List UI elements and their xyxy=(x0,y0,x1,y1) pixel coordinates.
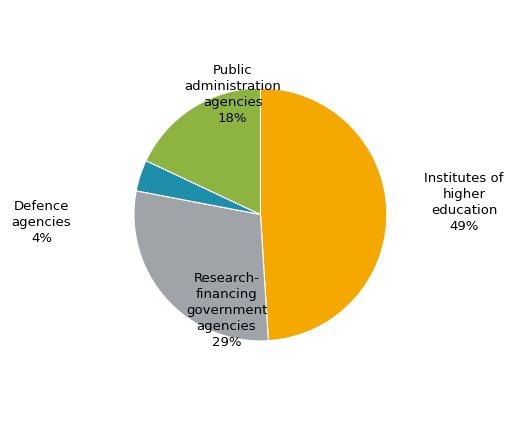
Wedge shape xyxy=(260,88,387,341)
Text: Defence
agencies
4%: Defence agencies 4% xyxy=(12,200,71,245)
Wedge shape xyxy=(136,161,260,214)
Text: Institutes of
higher
education
49%: Institutes of higher education 49% xyxy=(424,172,504,233)
Wedge shape xyxy=(134,191,268,341)
Text: Public
administration
agencies
18%: Public administration agencies 18% xyxy=(184,64,281,125)
Wedge shape xyxy=(146,88,260,214)
Text: Research-
financing
government
agencies
29%: Research- financing government agencies … xyxy=(186,272,267,349)
